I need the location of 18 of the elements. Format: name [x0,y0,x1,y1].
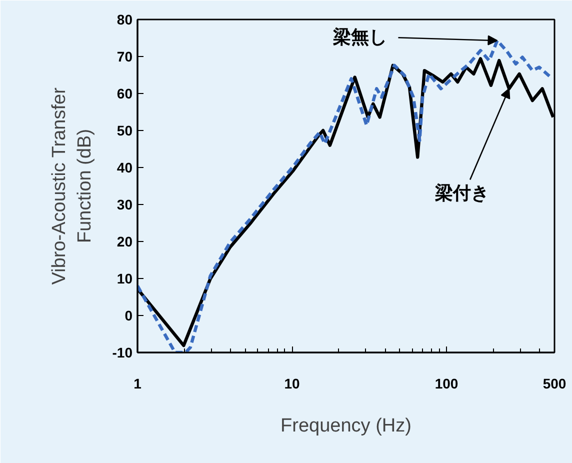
annotation: 梁付き [434,183,490,204]
y-tick-label: 30 [116,196,133,212]
x-tick-label: 500 [542,376,566,392]
y-tick-label: 60 [116,86,133,102]
x-tick-label: 10 [284,376,300,392]
x-tick-label: 1 [134,376,142,392]
annotation: 梁無し [332,27,388,48]
y-tick-label: -10 [112,344,133,360]
y-tick-label: 80 [116,12,133,28]
y-tick-label: 0 [124,308,133,324]
y-tick-label: 40 [116,160,133,176]
y-tick-label: 50 [116,122,133,138]
y-tick-label: 20 [116,234,133,250]
y-tick-label: 10 [116,270,133,286]
x-tick-label: 100 [434,376,458,392]
x-axis-title: Frequency (Hz) [280,416,412,436]
y-tick-label: 70 [116,48,133,64]
y-axis-title: Vibro-Acoustic Transfer Function (dB) [49,86,96,285]
